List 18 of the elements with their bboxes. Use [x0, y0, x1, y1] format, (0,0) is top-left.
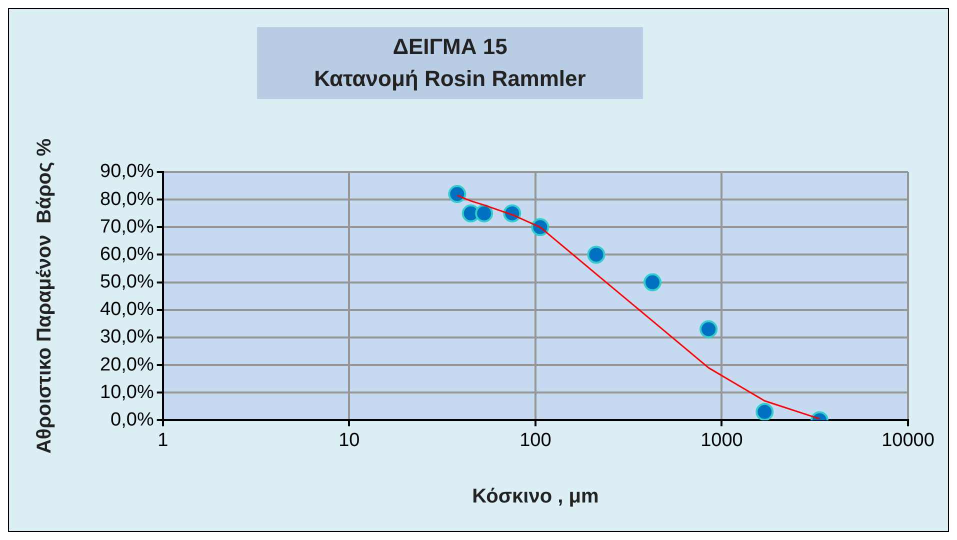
x-tick-label: 10: [338, 430, 360, 451]
x-axis-title: Κόσκινο , μm: [472, 486, 599, 508]
y-tick-label: 70,0%: [100, 216, 154, 238]
y-tick-label: 30,0%: [100, 326, 154, 348]
y-tick-label: 80,0%: [100, 188, 154, 210]
y-tick-label: 10,0%: [100, 382, 154, 403]
x-tick-label: 100: [520, 430, 552, 451]
x-tick-label: 1: [158, 430, 168, 451]
x-tick-label: 1000: [700, 430, 743, 451]
x-tick-label: 10000: [882, 430, 934, 451]
y-tick-label: 60,0%: [100, 244, 154, 265]
y-tick-label: 40,0%: [100, 299, 154, 320]
y-tick-label: 90,0%: [100, 161, 154, 182]
chart-title: ΔΕΙΓΜΑ 15 Κατανομή Rosin Rammler: [257, 27, 643, 99]
y-tick-label: 20,0%: [100, 354, 154, 376]
y-axis-title: Αθροιστικο Παραμένον Βάρος %: [34, 138, 56, 454]
y-tick-label: 0,0%: [110, 409, 154, 430]
y-tick-label: 50,0%: [100, 272, 154, 293]
